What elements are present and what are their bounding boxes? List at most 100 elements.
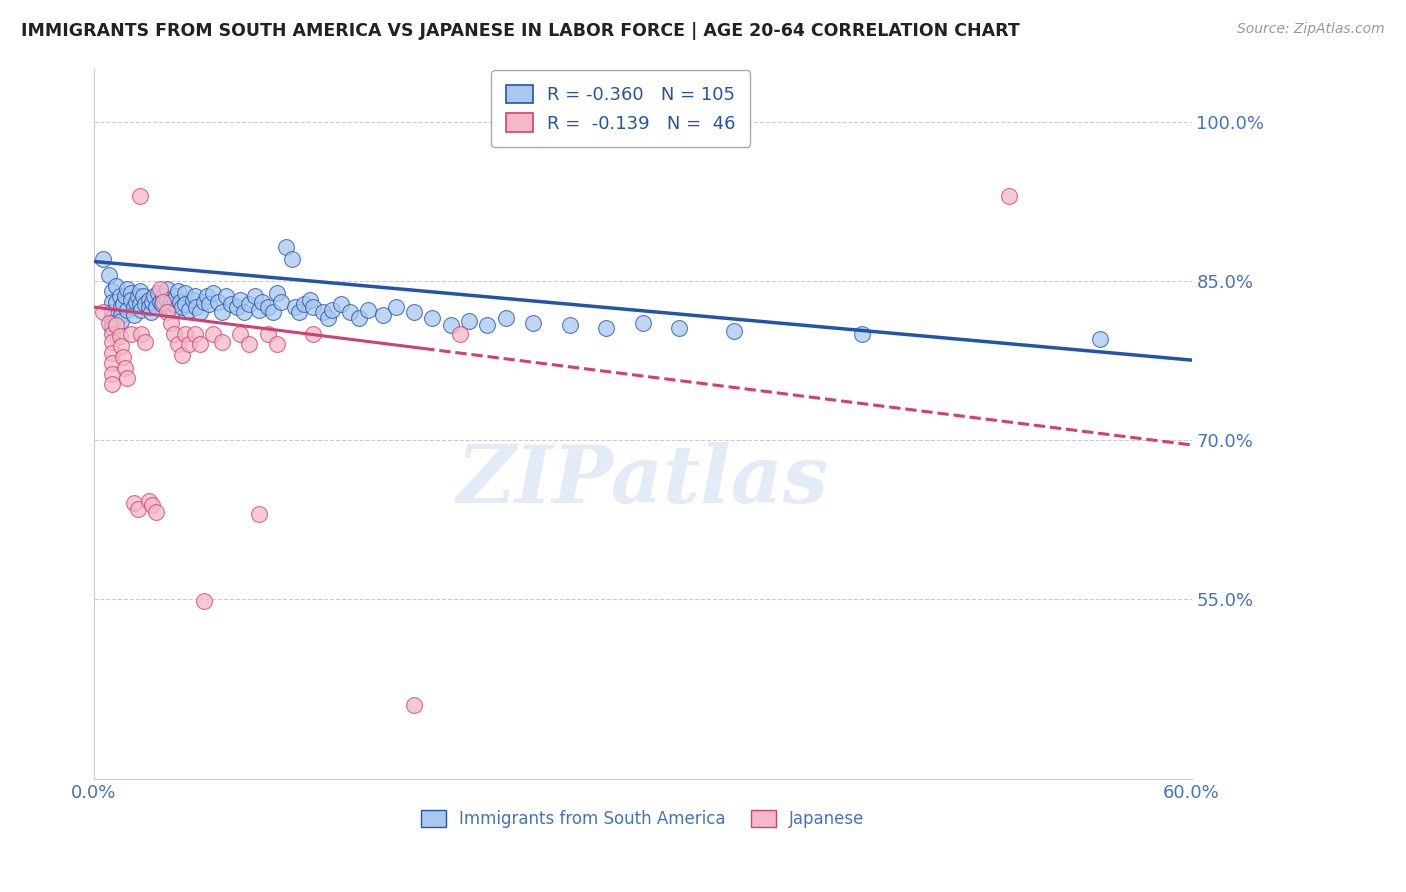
Point xyxy=(101,294,124,309)
Point xyxy=(145,300,167,314)
Point xyxy=(134,297,156,311)
Point xyxy=(302,326,325,341)
Point xyxy=(347,310,370,325)
Point xyxy=(177,303,200,318)
Point xyxy=(132,289,155,303)
Point xyxy=(169,294,191,309)
Point xyxy=(122,308,145,322)
Point xyxy=(214,289,236,303)
Point xyxy=(170,348,193,362)
Point xyxy=(357,303,380,318)
Point xyxy=(384,300,406,314)
Point xyxy=(127,289,149,303)
Point xyxy=(115,303,138,318)
Point xyxy=(131,326,153,341)
Point xyxy=(851,326,873,341)
Point xyxy=(595,321,617,335)
Point xyxy=(522,316,544,330)
Point xyxy=(225,300,247,314)
Point xyxy=(280,252,302,267)
Point xyxy=(149,282,172,296)
Point xyxy=(188,337,211,351)
Point xyxy=(174,297,197,311)
Point xyxy=(201,286,224,301)
Point xyxy=(201,326,224,341)
Point xyxy=(108,289,131,303)
Point xyxy=(97,316,120,330)
Point xyxy=(284,300,307,314)
Point xyxy=(101,367,124,381)
Point xyxy=(252,294,274,309)
Point xyxy=(668,321,690,335)
Point xyxy=(110,314,132,328)
Point xyxy=(183,326,205,341)
Point xyxy=(1088,332,1111,346)
Point xyxy=(146,286,169,301)
Point xyxy=(108,328,131,343)
Point xyxy=(195,289,218,303)
Point xyxy=(159,316,181,330)
Point xyxy=(495,310,517,325)
Point xyxy=(183,289,205,303)
Point xyxy=(311,305,333,319)
Point xyxy=(156,293,179,307)
Point xyxy=(207,294,229,309)
Point xyxy=(167,337,190,351)
Point xyxy=(165,289,187,303)
Point xyxy=(110,339,132,353)
Point xyxy=(143,289,166,303)
Point xyxy=(174,286,197,301)
Point xyxy=(101,345,124,359)
Point xyxy=(110,308,132,322)
Point xyxy=(188,305,211,319)
Point xyxy=(134,334,156,349)
Point xyxy=(316,310,339,325)
Point xyxy=(292,297,315,311)
Point xyxy=(149,294,172,309)
Point xyxy=(262,305,284,319)
Point xyxy=(145,505,167,519)
Point xyxy=(211,334,233,349)
Point xyxy=(163,297,186,311)
Point xyxy=(120,326,142,341)
Point xyxy=(449,326,471,341)
Point xyxy=(321,303,343,318)
Point xyxy=(120,293,142,307)
Point xyxy=(440,318,463,332)
Point xyxy=(101,326,124,341)
Point xyxy=(128,188,150,202)
Point xyxy=(110,300,132,314)
Point xyxy=(723,325,745,339)
Point xyxy=(101,284,124,298)
Point xyxy=(404,305,426,319)
Point xyxy=(243,289,266,303)
Point xyxy=(270,294,292,309)
Point xyxy=(186,300,208,314)
Point xyxy=(181,293,204,307)
Point xyxy=(274,240,297,254)
Point xyxy=(198,297,221,311)
Point xyxy=(229,293,252,307)
Point xyxy=(256,326,278,341)
Legend: Immigrants from South America, Japanese: Immigrants from South America, Japanese xyxy=(415,803,872,835)
Point xyxy=(104,278,127,293)
Point xyxy=(256,300,278,314)
Point xyxy=(138,293,160,307)
Point xyxy=(422,310,444,325)
Point xyxy=(112,350,135,364)
Point xyxy=(141,294,163,309)
Point xyxy=(266,286,288,301)
Point xyxy=(101,356,124,370)
Point xyxy=(141,499,163,513)
Point xyxy=(477,318,499,332)
Point xyxy=(125,294,148,309)
Point xyxy=(104,294,127,309)
Point xyxy=(997,188,1019,202)
Point xyxy=(193,594,215,608)
Point xyxy=(152,294,174,309)
Point xyxy=(458,314,481,328)
Point xyxy=(233,305,256,319)
Point xyxy=(101,321,124,335)
Point xyxy=(329,297,352,311)
Point xyxy=(247,507,270,521)
